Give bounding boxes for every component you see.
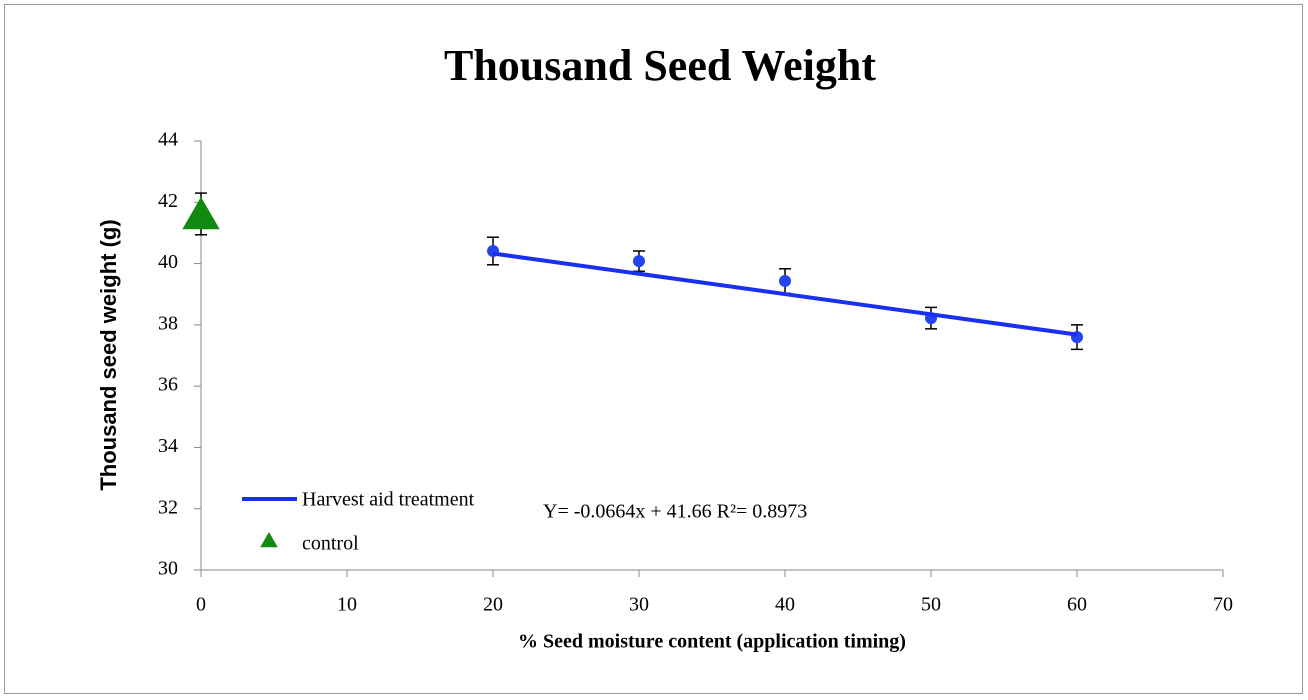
y-tick-label: 40 <box>158 251 178 273</box>
y-tick-label: 44 <box>158 129 178 151</box>
x-tick-label: 0 <box>196 594 206 616</box>
legend-label: control <box>302 533 359 555</box>
point <box>633 255 645 268</box>
y-tick-label: 38 <box>158 312 178 334</box>
x-axis-label: % Seed moisture content (application tim… <box>518 631 906 653</box>
y-tick-label: 34 <box>158 435 178 457</box>
y-tick-label: 32 <box>158 496 178 518</box>
control-marker <box>182 196 220 230</box>
annotation: Y= -0.0664x + 41.66 R²= 0.8973 <box>543 501 807 523</box>
y-tick-label: 30 <box>158 558 178 580</box>
y-tick-label: 36 <box>158 374 178 396</box>
y-tick-label: 42 <box>158 190 178 212</box>
legend-swatch <box>260 532 278 548</box>
point <box>779 275 791 288</box>
x-tick-label: 40 <box>775 594 795 616</box>
x-tick-label: 60 <box>1067 594 1087 616</box>
x-tick-label: 70 <box>1213 594 1233 616</box>
trend-line <box>492 251 1078 337</box>
chart-border <box>4 4 1303 694</box>
x-tick-label: 20 <box>483 594 503 616</box>
legend-label: Harvest aid treatment <box>302 489 475 511</box>
x-tick-label: 30 <box>629 594 649 616</box>
y-axis-label: Thousand seed weight (g) <box>96 219 121 490</box>
chart-title: Thousand Seed Weight <box>444 41 876 90</box>
x-tick-label: 10 <box>337 594 357 616</box>
x-tick-label: 50 <box>921 594 941 616</box>
